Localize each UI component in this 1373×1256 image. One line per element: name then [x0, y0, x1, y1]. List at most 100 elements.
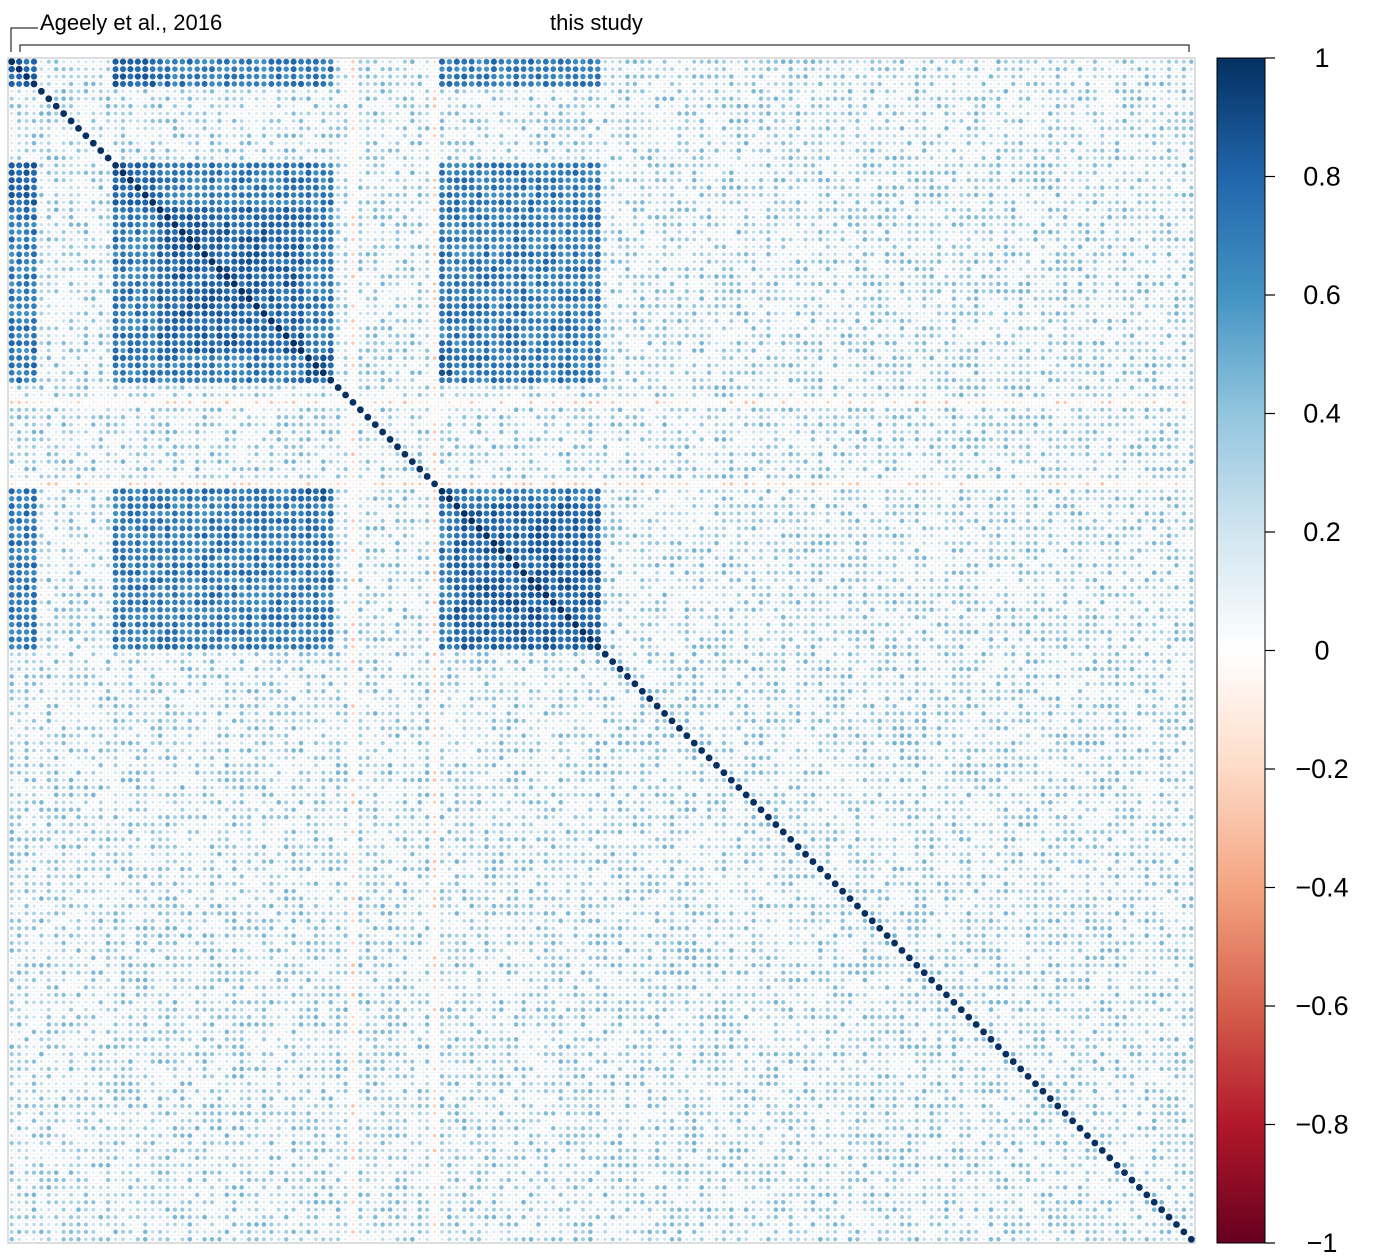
matrix-cell	[929, 59, 934, 64]
matrix-cell	[781, 193, 785, 197]
matrix-cell	[1145, 148, 1149, 153]
matrix-cell	[410, 103, 415, 109]
matrix-cell	[1077, 96, 1083, 102]
matrix-cell	[1167, 97, 1171, 101]
matrix-cell	[268, 258, 275, 265]
matrix-cell	[922, 252, 926, 256]
matrix-cell	[468, 258, 475, 265]
matrix-cell	[1115, 259, 1119, 264]
matrix-cell	[706, 185, 712, 190]
matrix-cell	[1123, 186, 1126, 190]
matrix-cell	[1063, 185, 1067, 190]
matrix-cell	[17, 155, 22, 161]
matrix-cell	[439, 244, 445, 250]
matrix-cell	[825, 111, 830, 116]
matrix-cell	[833, 156, 837, 160]
matrix-cell	[1071, 164, 1074, 167]
matrix-cell	[758, 118, 764, 124]
matrix-cell	[261, 243, 267, 250]
matrix-cell	[1086, 245, 1089, 249]
matrix-cell	[411, 127, 414, 130]
matrix-cell	[1174, 97, 1179, 101]
matrix-cell	[536, 111, 540, 116]
matrix-cell	[744, 207, 749, 212]
matrix-cell	[700, 208, 703, 212]
matrix-cell	[685, 156, 689, 160]
matrix-cell	[766, 133, 771, 138]
matrix-cell	[1145, 186, 1149, 190]
matrix-cell	[483, 207, 490, 213]
matrix-cell	[483, 214, 490, 221]
matrix-cell	[223, 273, 231, 280]
matrix-cell	[840, 96, 845, 101]
matrix-cell	[655, 238, 659, 241]
matrix-cell	[558, 73, 564, 80]
matrix-cell	[640, 244, 645, 249]
matrix-cell	[313, 103, 319, 109]
matrix-cell	[1085, 89, 1090, 94]
matrix-cell	[91, 118, 96, 124]
matrix-cell	[344, 82, 347, 86]
matrix-cell	[290, 73, 297, 80]
matrix-cell	[693, 282, 696, 286]
matrix-cell	[877, 274, 882, 279]
matrix-cell	[142, 281, 148, 287]
matrix-cell	[30, 177, 37, 184]
matrix-cell	[1092, 59, 1098, 64]
matrix-cell	[142, 73, 149, 80]
matrix-cell	[1092, 96, 1097, 101]
matrix-cell	[1078, 149, 1082, 152]
matrix-cell	[729, 104, 734, 109]
matrix-cell	[106, 164, 110, 167]
matrix-cell	[505, 244, 512, 250]
matrix-cell	[900, 134, 904, 138]
matrix-cell	[179, 273, 186, 280]
matrix-cell	[201, 266, 208, 273]
matrix-cell	[565, 266, 572, 273]
matrix-cell	[499, 156, 504, 160]
matrix-cell	[453, 199, 460, 206]
matrix-cell	[223, 80, 230, 87]
matrix-cell	[46, 289, 51, 294]
matrix-cell	[455, 119, 459, 123]
matrix-cell	[721, 259, 726, 264]
matrix-cell	[700, 200, 704, 204]
matrix-cell	[216, 162, 223, 169]
matrix-cell	[327, 236, 334, 243]
matrix-cell	[810, 59, 816, 65]
matrix-cell	[231, 81, 238, 87]
matrix-cell	[692, 89, 697, 94]
matrix-cell	[172, 126, 178, 131]
matrix-cell	[492, 111, 496, 116]
matrix-cell	[640, 252, 644, 256]
matrix-cell	[439, 89, 445, 94]
matrix-cell	[30, 80, 38, 88]
matrix-cell	[328, 111, 333, 116]
matrix-cell	[446, 59, 453, 65]
matrix-cell	[699, 230, 704, 234]
matrix-cell	[625, 89, 630, 94]
matrix-cell	[752, 275, 755, 278]
matrix-cell	[1055, 259, 1061, 264]
matrix-cell	[268, 73, 275, 80]
matrix-cell	[16, 169, 23, 176]
matrix-cell	[239, 133, 244, 138]
matrix-cell	[855, 156, 860, 160]
matrix-cell	[366, 259, 370, 264]
matrix-cell	[944, 96, 949, 101]
matrix-cell	[1026, 127, 1030, 130]
matrix-cell	[654, 214, 660, 220]
matrix-cell	[520, 243, 527, 250]
matrix-cell	[572, 169, 579, 176]
matrix-cell	[158, 111, 162, 116]
matrix-cell	[16, 221, 22, 228]
matrix-cell	[618, 104, 622, 108]
matrix-cell	[640, 111, 645, 116]
matrix-cell	[766, 96, 771, 101]
matrix-cell	[551, 148, 556, 153]
matrix-cell	[1025, 281, 1031, 287]
matrix-cell	[870, 178, 874, 182]
matrix-cell	[1174, 230, 1179, 234]
matrix-cell	[194, 251, 201, 258]
matrix-cell	[1152, 171, 1156, 175]
